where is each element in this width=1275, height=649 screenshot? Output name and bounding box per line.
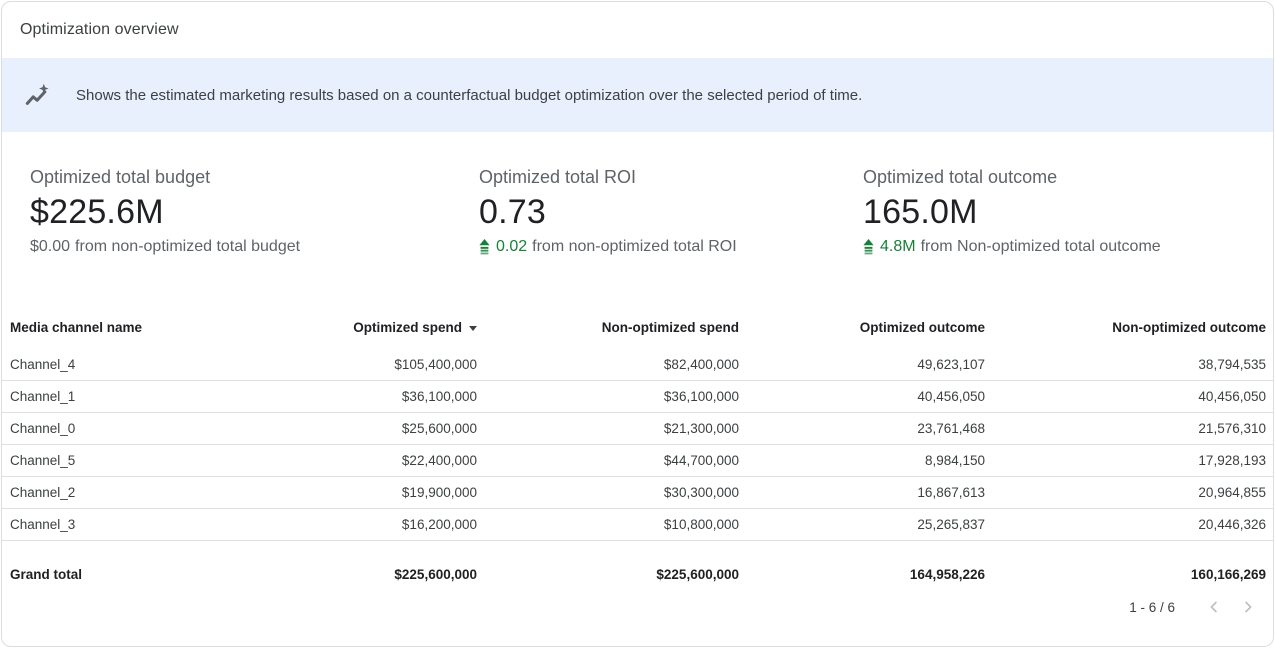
value-cell: $21,300,000 [477,412,739,445]
table-header-row: Media channel name Optimized spend Non-o… [2,310,1273,349]
value-cell: $44,700,000 [477,444,739,477]
value-cell: $105,400,000 [212,349,477,381]
delta-change: 0.02 [496,238,528,255]
card-titlebar: Optimization overview [2,2,1273,58]
column-header-optimized-spend[interactable]: Optimized spend [212,310,477,349]
kpi-value: 165.0M [863,193,978,231]
value-cell: $36,100,000 [212,380,477,413]
delta-suffix: from non-optimized total budget [75,238,301,255]
kpi-value: 0.73 [479,193,546,231]
channel-name-cell: Channel_4 [2,349,212,381]
channel-name-cell: Channel_0 [2,412,212,445]
chevron-left-icon [1210,601,1217,613]
value-cell: $19,900,000 [212,476,477,509]
value-cell: 25,265,837 [739,508,985,541]
kpi-label: Optimized total ROI [479,167,637,187]
value-cell: 8,984,150 [739,444,985,477]
column-header-media-channel-name[interactable]: Media channel name [10,320,143,335]
table-row: Channel_2 $19,900,000 $30,300,000 16,867,61… [2,476,1273,509]
table-body: Channel_4 $105,400,000 $82,400,000 49,623,1… [2,349,1273,541]
next-page-button[interactable] [1235,594,1261,620]
kpi-delta: $0.00 from non-optimized total budget [30,238,479,256]
grand-total-value: 164,958,226 [909,567,985,582]
channel-name-cell: Channel_1 [2,380,212,413]
grand-total-value: $225,600,000 [656,567,739,582]
column-header-non-optimized-outcome[interactable]: Non-optimized outcome [1112,320,1266,335]
column-header-non-optimized-spend[interactable]: Non-optimized spend [601,320,739,335]
value-cell: $10,800,000 [477,508,739,541]
value-cell: 40,456,050 [739,380,985,413]
value-cell: 20,964,855 [985,476,1273,509]
value-cell: $16,200,000 [212,508,477,541]
banner-description: Shows the estimated marketing results ba… [76,86,863,104]
pagination: 1 - 6 / 6 [2,594,1273,620]
value-cell: $30,300,000 [477,476,739,509]
delta-change: $0.00 [30,238,71,255]
chevron-right-icon [1245,601,1252,613]
value-cell: 38,794,535 [985,349,1273,381]
delta-change: 4.8M [880,238,916,255]
info-banner: Shows the estimated marketing results ba… [2,58,1273,132]
sort-desc-icon [469,326,477,331]
column-header-label: Optimized spend [353,320,462,335]
kpi-label: Optimized total outcome [863,167,1058,187]
value-cell: $36,100,000 [477,380,739,413]
value-cell: 23,761,468 [739,412,985,445]
table-row: Channel_5 $22,400,000 $44,700,000 8,984,150… [2,444,1273,477]
previous-page-button[interactable] [1201,594,1227,620]
page-title: Optimization overview [20,21,179,38]
grand-total-value: 160,166,269 [1190,567,1266,582]
delta-suffix: from Non-optimized total outcome [920,238,1161,255]
insights-icon [25,83,49,105]
grand-total-label: Grand total [10,567,83,582]
value-cell: $82,400,000 [477,349,739,381]
value-cell: 49,623,107 [739,349,985,381]
channel-name-cell: Channel_2 [2,476,212,509]
value-cell: 21,576,310 [985,412,1273,445]
value-cell: 16,867,613 [739,476,985,509]
kpi-row: Optimized total budget $225.6M $0.00 fro… [2,132,1273,256]
stat-up-icon [479,239,490,255]
stat-up-icon [863,239,874,255]
channel-table: Media channel name Optimized spend Non-o… [2,310,1273,588]
table-row: Channel_1 $36,100,000 $36,100,000 40,456,05… [2,380,1273,413]
kpi-label: Optimized total budget [30,167,211,187]
kpi-optimized-total-budget: Optimized total budget $225.6M $0.00 fro… [30,166,479,256]
kpi-delta: 0.02 from non-optimized total ROI [479,238,863,256]
kpi-value: $225.6M [30,193,164,231]
value-cell: 17,928,193 [985,444,1273,477]
value-cell: $25,600,000 [212,412,477,445]
page-range-label: 1 - 6 / 6 [1129,599,1175,615]
delta-suffix: from non-optimized total ROI [532,238,737,255]
column-header-optimized-outcome[interactable]: Optimized outcome [859,320,985,335]
channel-name-cell: Channel_5 [2,444,212,477]
table-row: Channel_4 $105,400,000 $82,400,000 49,623,1… [2,349,1273,381]
kpi-delta: 4.8M from Non-optimized total outcome [863,238,1273,256]
table-row: Channel_3 $16,200,000 $10,800,000 25,265,83… [2,508,1273,541]
grand-total-row: Grand total $225,600,000 $225,600,000 16… [2,541,1273,589]
value-cell: 40,456,050 [985,380,1273,413]
kpi-optimized-total-roi: Optimized total ROI 0.73 0.02 from non-o… [479,166,863,256]
value-cell: $22,400,000 [212,444,477,477]
kpi-optimized-total-outcome: Optimized total outcome 165.0M 4.8M from… [863,166,1273,256]
table-row: Channel_0 $25,600,000 $21,300,000 23,761,46… [2,412,1273,445]
grand-total-value: $225,600,000 [394,567,477,582]
value-cell: 20,446,326 [985,508,1273,541]
channel-name-cell: Channel_3 [2,508,212,541]
